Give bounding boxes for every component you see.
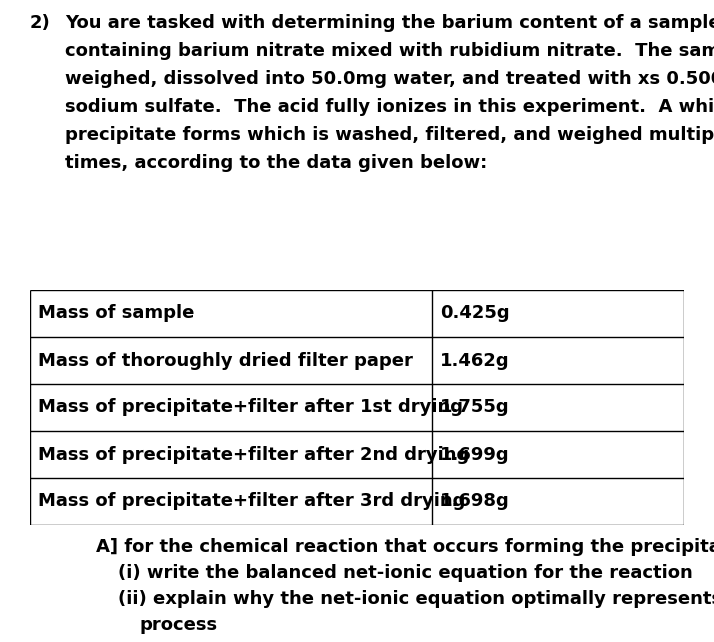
Text: weighed, dissolved into 50.0mg water, and treated with xs 0.500M: weighed, dissolved into 50.0mg water, an… [65,70,714,88]
Text: (ii) explain why the net-ionic equation optimally represents the: (ii) explain why the net-ionic equation … [118,590,714,608]
Text: (i) write the balanced net-ionic equation for the reaction: (i) write the balanced net-ionic equatio… [118,564,693,582]
Text: Mass of thoroughly dried filter paper: Mass of thoroughly dried filter paper [38,352,413,370]
Text: 2): 2) [30,14,51,32]
Text: containing barium nitrate mixed with rubidium nitrate.  The sample is: containing barium nitrate mixed with rub… [65,42,714,60]
Text: times, according to the data given below:: times, according to the data given below… [65,154,487,172]
Text: 1.698g: 1.698g [441,492,510,510]
Text: Mass of precipitate+filter after 3rd drying: Mass of precipitate+filter after 3rd dry… [38,492,466,510]
Text: Mass of precipitate+filter after 2nd drying: Mass of precipitate+filter after 2nd dry… [38,446,469,464]
Text: 1.755g: 1.755g [441,399,510,417]
Text: precipitate forms which is washed, filtered, and weighed multiple: precipitate forms which is washed, filte… [65,126,714,144]
Text: process: process [139,616,217,634]
Text: sodium sulfate.  The acid fully ionizes in this experiment.  A white: sodium sulfate. The acid fully ionizes i… [65,98,714,116]
Text: You are tasked with determining the barium content of a sample: You are tasked with determining the bari… [65,14,714,32]
Text: 0.425g: 0.425g [441,304,510,322]
Text: 1.699g: 1.699g [441,446,510,464]
Text: A] for the chemical reaction that occurs forming the precipitate:: A] for the chemical reaction that occurs… [96,538,714,556]
Text: 1.462g: 1.462g [441,352,510,370]
Text: Mass of precipitate+filter after 1st drying: Mass of precipitate+filter after 1st dry… [38,399,463,417]
Text: Mass of sample: Mass of sample [38,304,194,322]
